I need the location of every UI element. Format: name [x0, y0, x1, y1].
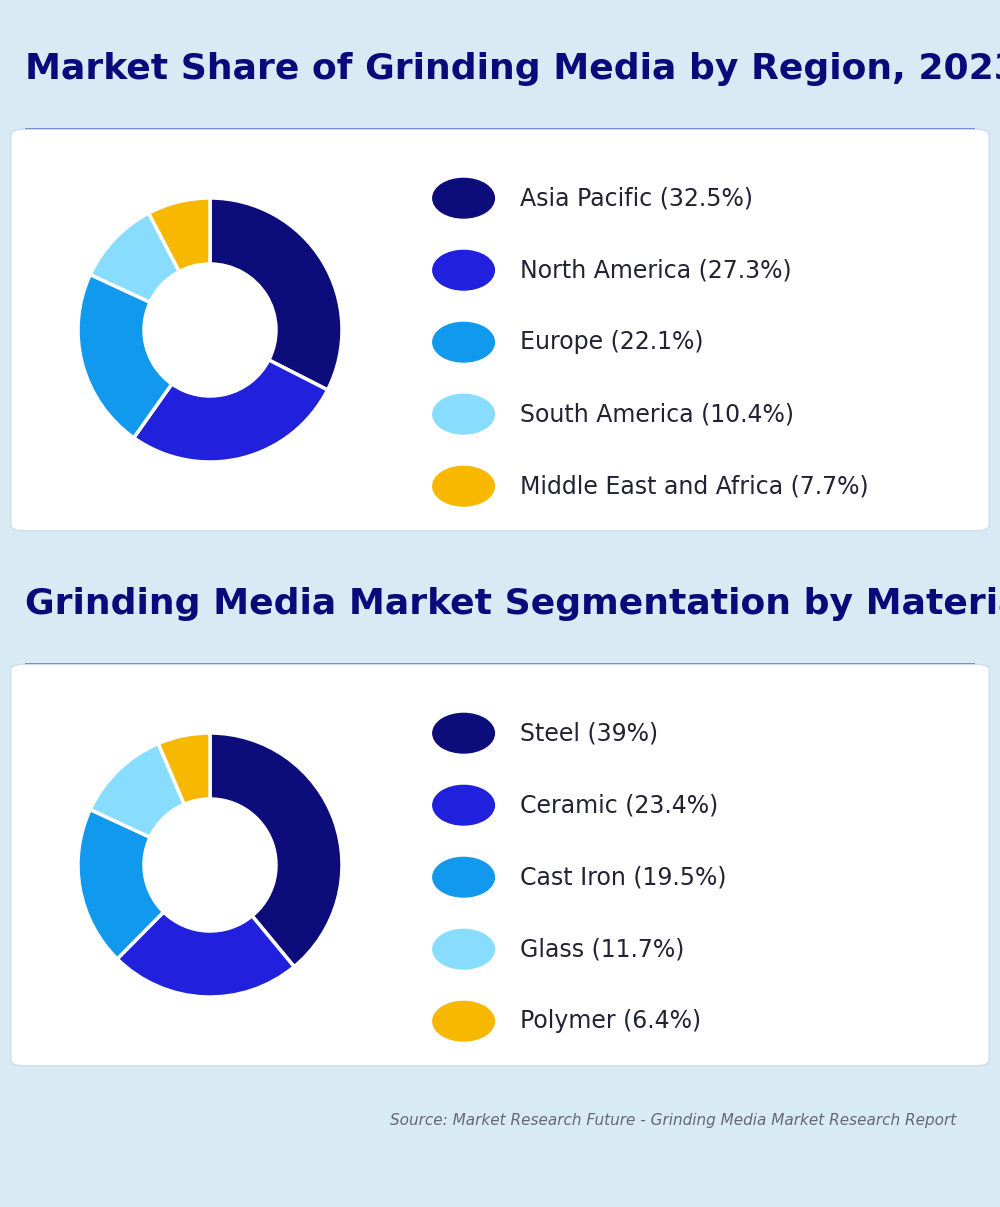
FancyBboxPatch shape [11, 129, 989, 531]
Circle shape [433, 395, 494, 435]
Text: Source: Market Research Future - Grinding Media Market Research Report: Source: Market Research Future - Grindin… [390, 1113, 956, 1127]
Circle shape [433, 713, 494, 753]
Wedge shape [90, 744, 184, 838]
Circle shape [433, 466, 494, 506]
Text: North America (27.3%): North America (27.3%) [520, 258, 791, 282]
Circle shape [433, 929, 494, 969]
Wedge shape [134, 360, 328, 462]
FancyBboxPatch shape [11, 664, 989, 1066]
Text: South America (10.4%): South America (10.4%) [520, 402, 794, 426]
Text: Polymer (6.4%): Polymer (6.4%) [520, 1009, 701, 1033]
Text: Glass (11.7%): Glass (11.7%) [520, 937, 684, 961]
Text: Grinding Media Market Segmentation by Material, 2023: Grinding Media Market Segmentation by Ma… [25, 587, 1000, 622]
Wedge shape [158, 733, 210, 804]
Wedge shape [78, 810, 164, 958]
Text: Market Share of Grinding Media by Region, 2023: Market Share of Grinding Media by Region… [25, 52, 1000, 86]
Text: Ceramic (23.4%): Ceramic (23.4%) [520, 793, 718, 817]
Circle shape [433, 857, 494, 897]
Text: Steel (39%): Steel (39%) [520, 722, 658, 745]
Circle shape [433, 786, 494, 826]
Text: Cast Iron (19.5%): Cast Iron (19.5%) [520, 865, 726, 890]
Text: Middle East and Africa (7.7%): Middle East and Africa (7.7%) [520, 474, 868, 498]
Circle shape [433, 322, 494, 362]
Circle shape [433, 1002, 494, 1040]
Wedge shape [117, 912, 294, 997]
Circle shape [433, 250, 494, 290]
Circle shape [433, 179, 494, 218]
Wedge shape [149, 198, 210, 272]
Wedge shape [210, 733, 342, 967]
Wedge shape [210, 198, 342, 390]
Text: Asia Pacific (32.5%): Asia Pacific (32.5%) [520, 186, 753, 210]
Wedge shape [78, 274, 172, 438]
Wedge shape [90, 214, 179, 302]
Text: Europe (22.1%): Europe (22.1%) [520, 331, 703, 354]
